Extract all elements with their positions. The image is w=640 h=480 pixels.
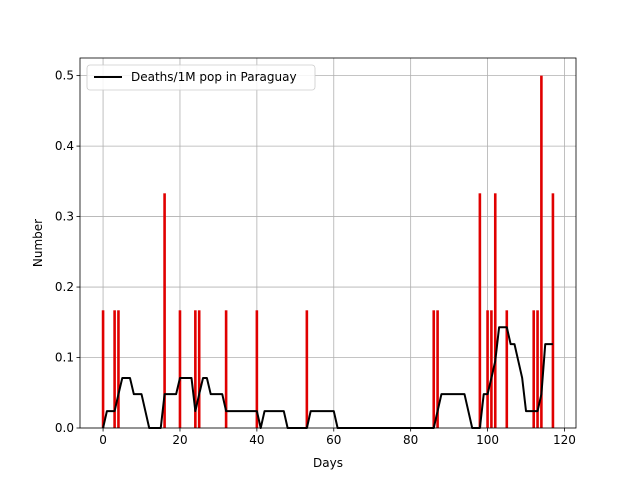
bar <box>486 310 489 428</box>
bar <box>540 75 543 428</box>
bar <box>255 310 259 428</box>
x-axis-ticks: 0 20 40 60 80 100 120 <box>99 428 576 447</box>
bar <box>436 310 439 428</box>
bar <box>478 193 482 428</box>
x-tick-label: 100 <box>476 433 499 447</box>
bar-series <box>101 75 555 428</box>
bar <box>101 310 105 428</box>
bar <box>493 193 497 428</box>
bar <box>117 310 120 428</box>
y-axis-ticks: 0.0 0.1 0.2 0.3 0.4 0.5 <box>55 69 80 435</box>
x-tick-label: 0 <box>99 433 107 447</box>
y-tick-label: 0.4 <box>55 139 74 153</box>
plot-frame <box>79 57 577 429</box>
x-tick-label: 40 <box>249 433 264 447</box>
bar <box>490 310 493 428</box>
bar <box>536 310 539 428</box>
bar <box>178 310 182 428</box>
x-axis-label: Days <box>313 456 343 470</box>
bar <box>432 310 436 428</box>
bar <box>194 310 197 428</box>
x-tick-label: 120 <box>553 433 576 447</box>
y-tick-label: 0.5 <box>55 69 74 83</box>
y-tick-label: 0.0 <box>55 421 74 435</box>
bar <box>197 310 201 428</box>
y-tick-label: 0.1 <box>55 351 74 365</box>
y-axis-label: Number <box>31 219 45 267</box>
bar <box>551 193 555 428</box>
bar <box>113 310 116 428</box>
bar <box>532 310 536 428</box>
y-tick-label: 0.2 <box>55 280 74 294</box>
legend-label: Deaths/1M pop in Paraguay <box>131 70 297 84</box>
bar <box>224 310 228 428</box>
x-tick-label: 80 <box>403 433 418 447</box>
y-tick-label: 0.3 <box>55 210 74 224</box>
bar <box>505 310 509 428</box>
legend-box <box>86 64 316 91</box>
x-tick-label: 20 <box>172 433 187 447</box>
bar <box>163 193 166 428</box>
legend: Deaths/1M pop in Paraguay <box>86 64 316 91</box>
bar <box>305 310 309 428</box>
x-tick-label: 60 <box>326 433 341 447</box>
